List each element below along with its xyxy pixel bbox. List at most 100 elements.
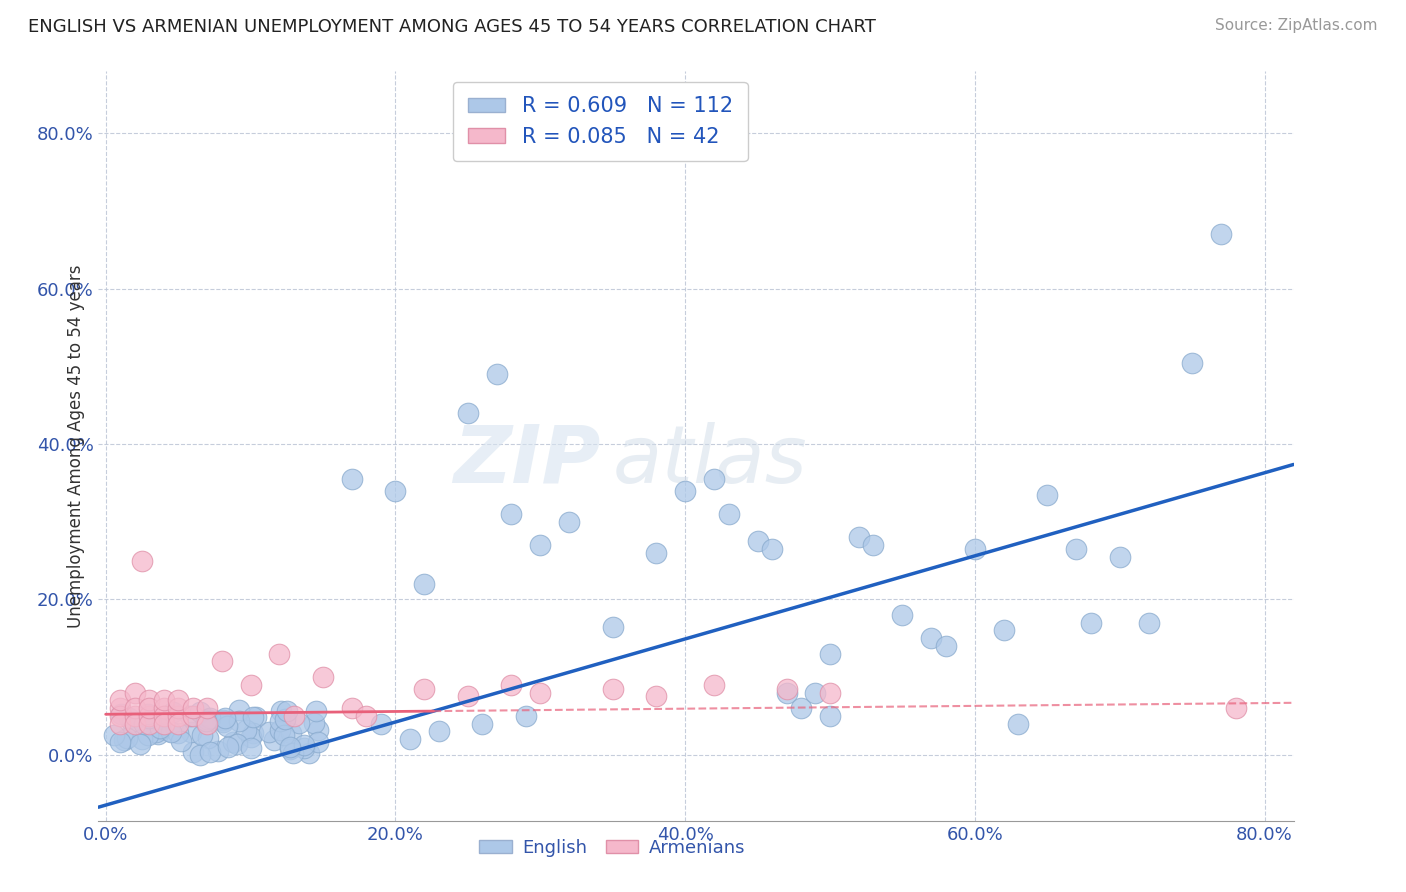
Point: [457, 406, 479, 420]
Point: [131, 553, 153, 567]
Point: [181, 701, 204, 715]
Point: [501, 678, 523, 692]
Point: [228, 714, 250, 728]
Y-axis label: Unemployment Among Ages 45 to 54 years: Unemployment Among Ages 45 to 54 years: [66, 264, 84, 628]
Point: [356, 708, 378, 723]
Point: [276, 704, 298, 718]
Text: atlas: atlas: [613, 422, 807, 500]
Point: [818, 685, 841, 699]
Point: [818, 708, 841, 723]
Point: [108, 701, 131, 715]
Point: [273, 728, 295, 742]
Point: [195, 712, 218, 726]
Point: [645, 690, 668, 704]
Point: [1007, 716, 1029, 731]
Point: [717, 507, 740, 521]
Text: Source: ZipAtlas.com: Source: ZipAtlas.com: [1215, 18, 1378, 33]
Point: [170, 733, 193, 747]
Point: [399, 732, 422, 747]
Point: [198, 711, 221, 725]
Point: [240, 731, 263, 745]
Point: [963, 541, 986, 556]
Point: [136, 728, 159, 742]
Point: [891, 607, 914, 622]
Point: [645, 546, 668, 560]
Point: [226, 737, 249, 751]
Point: [281, 746, 304, 760]
Point: [150, 722, 173, 736]
Point: [194, 714, 217, 728]
Point: [138, 708, 160, 723]
Point: [1064, 541, 1087, 556]
Point: [602, 681, 624, 696]
Point: [501, 507, 523, 521]
Point: [110, 706, 132, 721]
Point: [340, 472, 363, 486]
Point: [1080, 615, 1102, 630]
Point: [935, 639, 957, 653]
Point: [117, 731, 139, 745]
Point: [139, 713, 162, 727]
Point: [384, 483, 406, 498]
Point: [118, 711, 141, 725]
Point: [427, 724, 450, 739]
Point: [110, 734, 132, 748]
Point: [257, 725, 280, 739]
Point: [307, 723, 329, 737]
Point: [269, 723, 291, 738]
Point: [138, 716, 160, 731]
Legend: English, Armenians: English, Armenians: [472, 831, 752, 864]
Point: [529, 538, 551, 552]
Point: [242, 710, 264, 724]
Point: [920, 631, 942, 645]
Point: [993, 624, 1015, 638]
Point: [1108, 549, 1130, 564]
Point: [138, 701, 160, 715]
Point: [1209, 227, 1232, 242]
Point: [1225, 701, 1247, 715]
Point: [195, 701, 218, 715]
Point: [370, 716, 392, 731]
Point: [166, 726, 188, 740]
Point: [188, 706, 211, 720]
Point: [775, 681, 797, 696]
Point: [228, 703, 250, 717]
Point: [274, 712, 297, 726]
Point: [145, 724, 167, 739]
Point: [160, 725, 183, 739]
Point: [703, 678, 725, 692]
Point: [121, 714, 143, 729]
Point: [269, 714, 291, 729]
Point: [269, 647, 291, 661]
Point: [1181, 355, 1204, 369]
Point: [761, 541, 783, 556]
Point: [307, 735, 329, 749]
Point: [280, 725, 302, 739]
Point: [602, 619, 624, 633]
Point: [138, 693, 160, 707]
Point: [103, 728, 125, 742]
Point: [818, 647, 841, 661]
Point: [138, 711, 160, 725]
Point: [112, 733, 135, 747]
Point: [1137, 615, 1160, 630]
Point: [212, 715, 235, 730]
Point: [239, 678, 262, 692]
Point: [124, 685, 146, 699]
Point: [790, 701, 813, 715]
Text: ENGLISH VS ARMENIAN UNEMPLOYMENT AMONG AGES 45 TO 54 YEARS CORRELATION CHART: ENGLISH VS ARMENIAN UNEMPLOYMENT AMONG A…: [28, 18, 876, 36]
Point: [188, 747, 211, 762]
Point: [180, 725, 202, 739]
Point: [146, 726, 169, 740]
Point: [747, 534, 769, 549]
Point: [124, 708, 146, 723]
Point: [804, 685, 827, 699]
Point: [214, 710, 236, 724]
Point: [292, 741, 315, 756]
Point: [304, 704, 326, 718]
Point: [292, 739, 315, 753]
Point: [124, 701, 146, 715]
Point: [413, 577, 436, 591]
Point: [222, 735, 245, 749]
Point: [529, 685, 551, 699]
